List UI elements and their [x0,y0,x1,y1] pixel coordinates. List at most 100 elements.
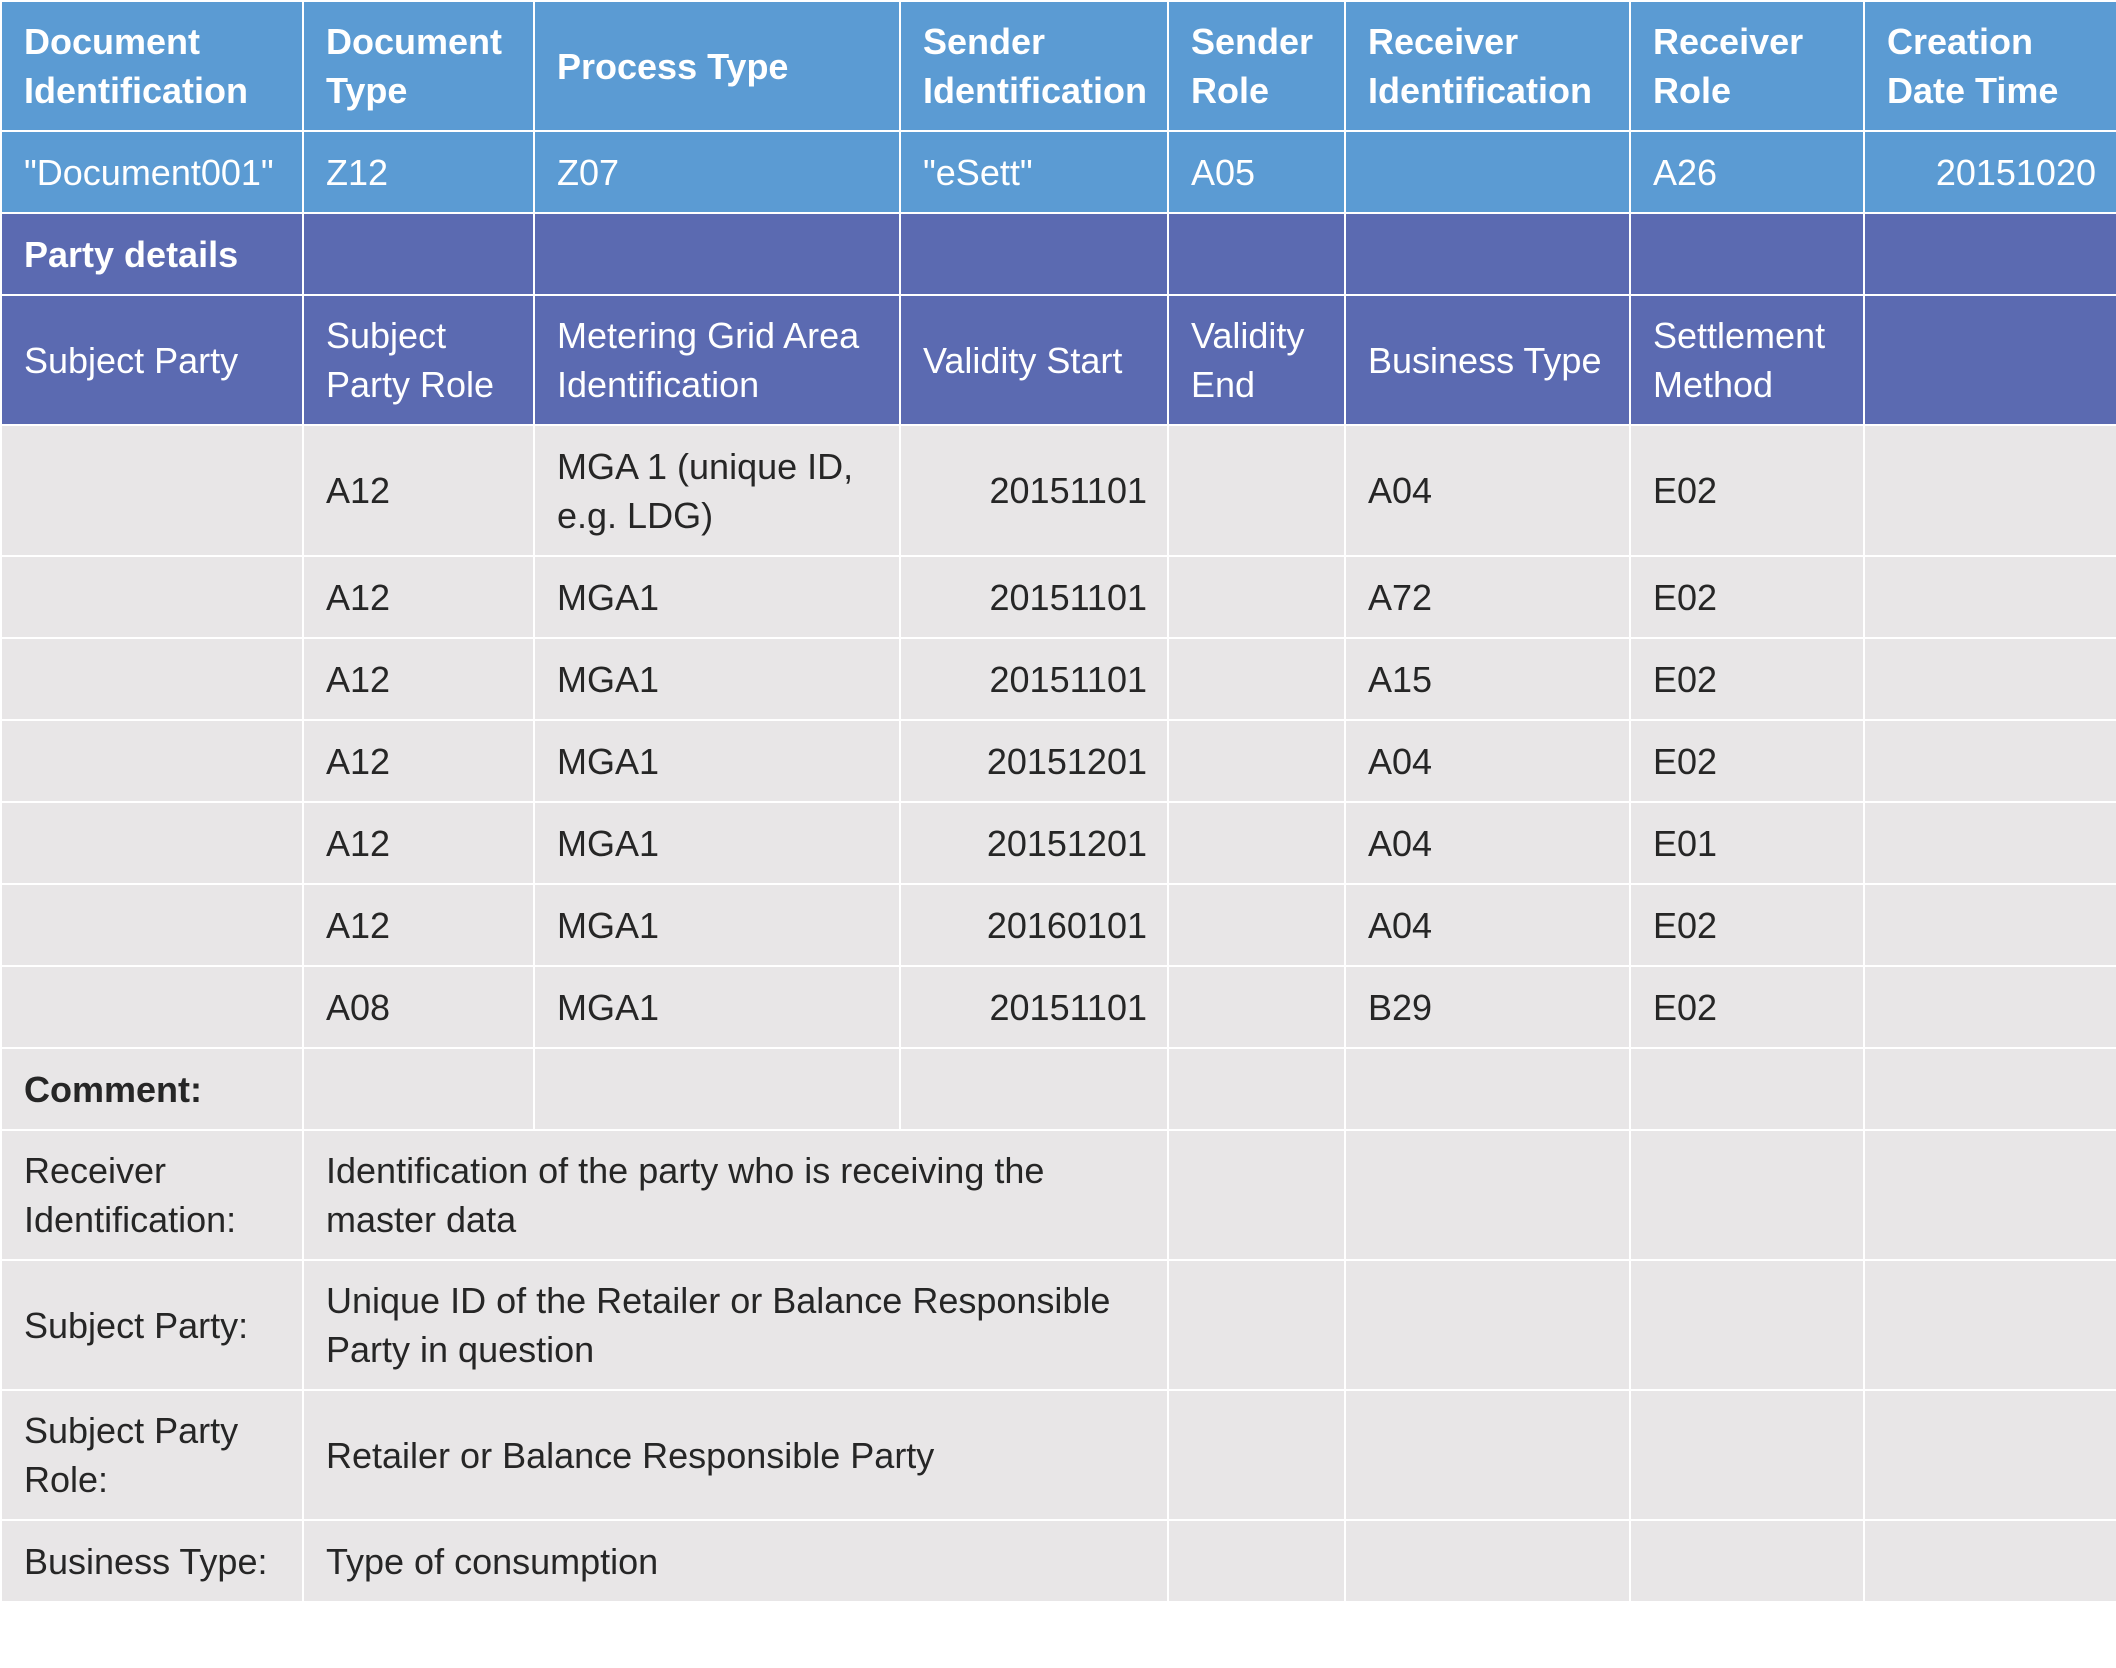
metering-grid-area-cell: MGA1 [533,719,901,803]
comment-row: Receiver Identification: Identification … [0,1129,2116,1261]
business-type-cell: A72 [1344,555,1631,639]
empty-cell [1344,1389,1631,1521]
empty-cell [1344,212,1631,296]
metering-grid-area-cell: MGA1 [533,965,901,1049]
settlement-method-cell: E02 [1629,637,1865,721]
empty-cell [1863,294,2116,426]
subject-party-role-cell: A12 [302,801,535,885]
party-row: A12 MGA1 20151201 A04 E01 [0,801,2116,885]
empty-cell [1863,637,2116,721]
comment-row: Subject Party: Unique ID of the Retailer… [0,1259,2116,1391]
subject-party-cell [0,801,304,885]
document-header-row: Document Identification Document Type Pr… [0,0,2116,132]
sender-role-value: A05 [1167,130,1346,214]
business-type-cell: A04 [1344,883,1631,967]
header-creation-date-time: Creation Date Time [1863,0,2116,132]
empty-cell [533,212,901,296]
comment-term: Receiver Identification: [0,1129,304,1261]
empty-cell [1167,1519,1346,1603]
header-subject-party-role: Subject Party Role [302,294,535,426]
sender-identification-value: "eSett" [899,130,1169,214]
document-identification-value: "Document001" [0,130,304,214]
validity-start-cell: 20151101 [899,555,1169,639]
empty-cell [1167,1389,1346,1521]
subject-party-cell [0,637,304,721]
empty-cell [302,1047,535,1131]
party-row: A12 MGA1 20151201 A04 E02 [0,719,2116,803]
subject-party-cell [0,719,304,803]
comment-description: Retailer or Balance Responsible Party [302,1389,1169,1521]
party-details-row: Party details [0,212,2116,296]
validity-start-cell: 20160101 [899,883,1169,967]
validity-end-cell [1167,424,1346,557]
header-subject-party: Subject Party [0,294,304,426]
metering-grid-area-cell: MGA1 [533,883,901,967]
business-type-cell: B29 [1344,965,1631,1049]
subject-party-cell [0,424,304,557]
empty-cell [1863,1519,2116,1603]
empty-cell [1167,1129,1346,1261]
validity-end-cell [1167,801,1346,885]
empty-cell [1167,1259,1346,1391]
validity-start-cell: 20151101 [899,965,1169,1049]
business-type-cell: A04 [1344,424,1631,557]
validity-end-cell [1167,719,1346,803]
party-details-title: Party details [0,212,304,296]
comment-row: Business Type: Type of consumption [0,1519,2116,1603]
empty-cell [1629,212,1865,296]
validity-start-cell: 20151201 [899,801,1169,885]
comment-term: Subject Party Role: [0,1389,304,1521]
master-data-table: Document Identification Document Type Pr… [0,0,2116,1603]
validity-end-cell [1167,555,1346,639]
process-type-value: Z07 [533,130,901,214]
settlement-method-cell: E02 [1629,555,1865,639]
subject-party-role-cell: A12 [302,555,535,639]
receiver-identification-value [1344,130,1631,214]
comment-term: Business Type: [0,1519,304,1603]
validity-end-cell [1167,637,1346,721]
header-sender-identification: Sender Identification [899,0,1169,132]
validity-end-cell [1167,883,1346,967]
subject-party-role-cell: A12 [302,637,535,721]
empty-cell [1344,1519,1631,1603]
party-row: A12 MGA1 20160101 A04 E02 [0,883,2116,967]
empty-cell [1863,801,2116,885]
settlement-method-cell: E02 [1629,719,1865,803]
empty-cell [1863,212,2116,296]
comment-title-row: Comment: [0,1047,2116,1131]
header-process-type: Process Type [533,0,901,132]
party-row: A12 MGA1 20151101 A15 E02 [0,637,2116,721]
header-settlement-method: Settlement Method [1629,294,1865,426]
empty-cell [1167,212,1346,296]
header-validity-start: Validity Start [899,294,1169,426]
empty-cell [899,212,1169,296]
empty-cell [302,212,535,296]
party-header-row: Subject Party Subject Party Role Meterin… [0,294,2116,426]
header-metering-grid-area: Metering Grid Area Identification [533,294,901,426]
settlement-method-cell: E02 [1629,965,1865,1049]
empty-cell [1344,1047,1631,1131]
header-document-type: Document Type [302,0,535,132]
empty-cell [1344,1129,1631,1261]
settlement-method-cell: E02 [1629,883,1865,967]
business-type-cell: A04 [1344,719,1631,803]
creation-date-time-value: 20151020 [1863,130,2116,214]
empty-cell [1629,1519,1865,1603]
subject-party-cell [0,883,304,967]
subject-party-role-cell: A12 [302,424,535,557]
validity-start-cell: 20151201 [899,719,1169,803]
comment-row: Subject Party Role: Retailer or Balance … [0,1389,2116,1521]
validity-start-cell: 20151101 [899,637,1169,721]
document-type-value: Z12 [302,130,535,214]
empty-cell [1167,1047,1346,1131]
empty-cell [1629,1047,1865,1131]
subject-party-cell [0,555,304,639]
header-document-identification: Document Identification [0,0,304,132]
empty-cell [1863,424,2116,557]
empty-cell [1863,883,2116,967]
empty-cell [1863,1047,2116,1131]
metering-grid-area-cell: MGA1 [533,637,901,721]
empty-cell [1629,1389,1865,1521]
metering-grid-area-cell: MGA 1 (unique ID, e.g. LDG) [533,424,901,557]
empty-cell [1344,1259,1631,1391]
